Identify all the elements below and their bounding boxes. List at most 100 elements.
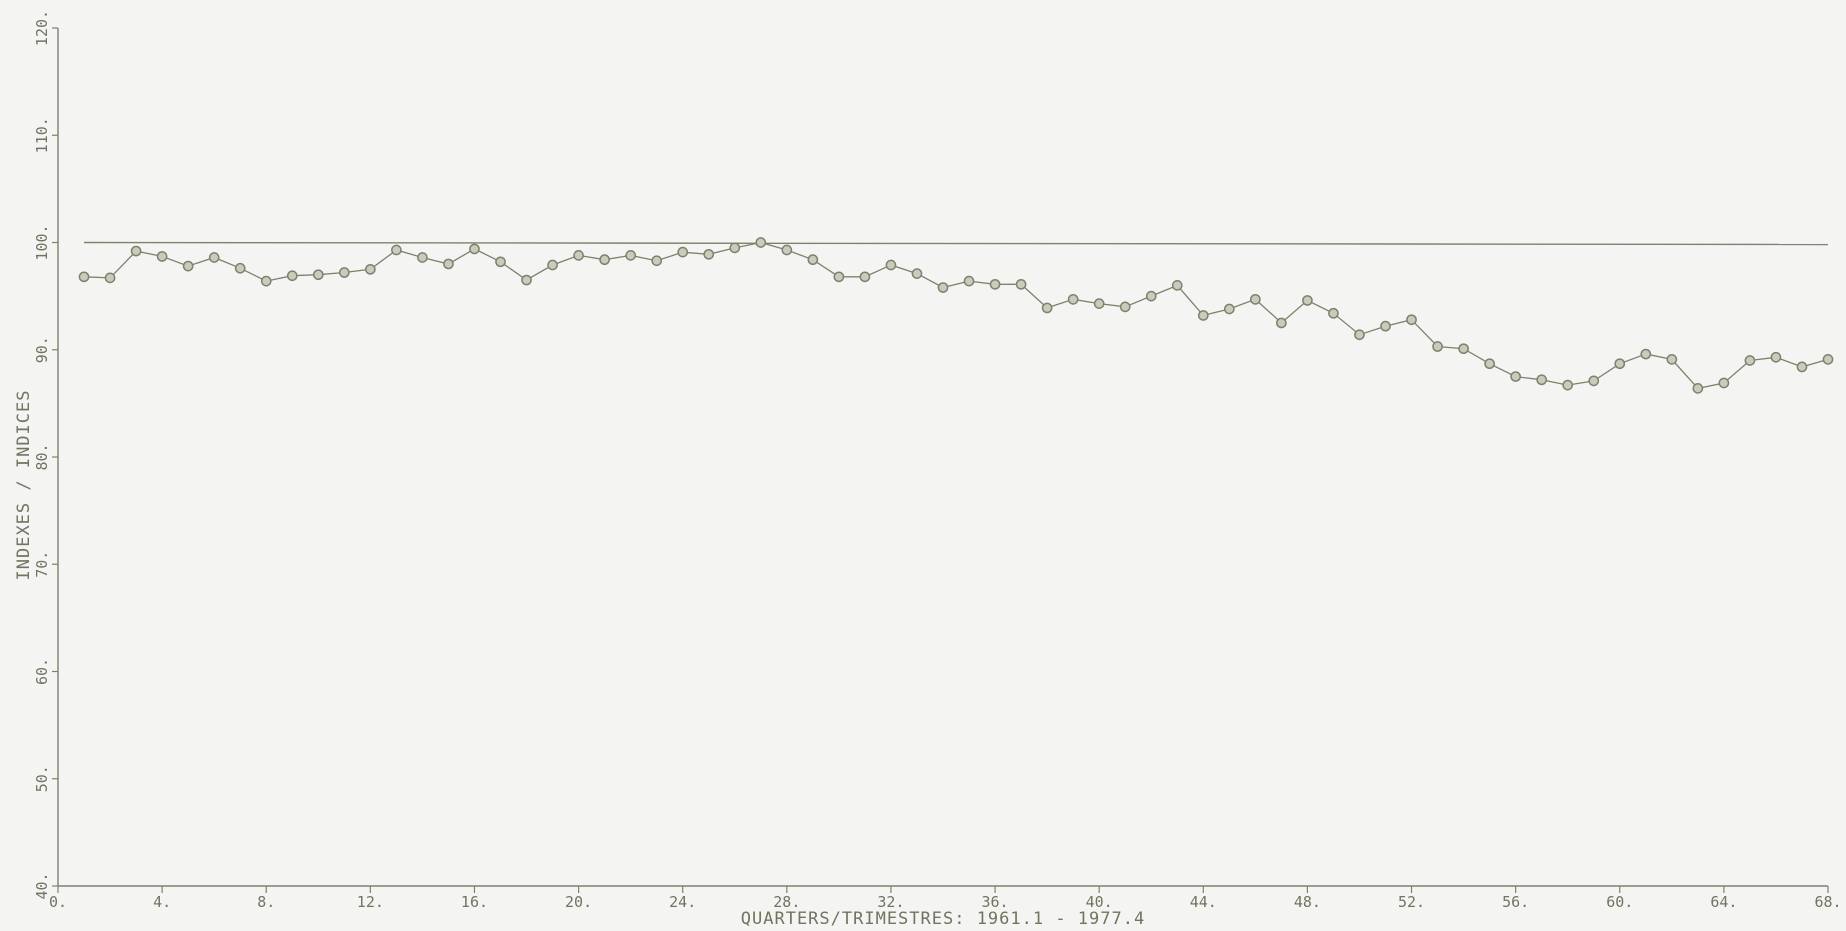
- data-point: [989, 278, 1001, 290]
- x-tick-label: 60.: [1606, 893, 1633, 911]
- x-tick-label: 68.: [1814, 893, 1841, 911]
- x-tick-label: 44.: [1190, 893, 1217, 911]
- x-axis-title: QUARTERS/TRIMESTRES: 1961.1 - 1977.4: [741, 909, 1145, 929]
- x-tick-label: 28.: [773, 893, 800, 911]
- data-point: [833, 271, 845, 283]
- data-point: [781, 244, 793, 256]
- y-tick-label: 60.: [33, 658, 51, 685]
- data-point: [260, 275, 272, 287]
- data-point: [1145, 290, 1157, 302]
- data-point: [182, 260, 194, 272]
- x-tick-label: 64.: [1710, 893, 1737, 911]
- data-point: [1223, 303, 1235, 315]
- data-point: [443, 258, 454, 270]
- axes: [52, 27, 1829, 893]
- data-point: [1406, 314, 1417, 326]
- data-point: [1458, 343, 1469, 355]
- data-point: [1510, 371, 1521, 382]
- data-point: [104, 272, 116, 284]
- data-point: [1380, 320, 1391, 332]
- data-point: [651, 255, 663, 267]
- data-point: [1354, 329, 1365, 341]
- data-point: [1041, 302, 1053, 314]
- data-point: [1119, 301, 1131, 313]
- reference-line: [84, 241, 1829, 246]
- data-point: [755, 237, 767, 248]
- data-point: [1588, 375, 1600, 387]
- x-tick-label: 8.: [257, 893, 275, 911]
- x-tick-label: 36.: [982, 893, 1009, 911]
- data-point: [1822, 354, 1834, 365]
- y-axis-title: INDEXES / INDICES: [14, 390, 34, 581]
- data-point: [1276, 317, 1287, 329]
- data-point: [1093, 298, 1105, 309]
- y-tick-label: 80.: [33, 443, 51, 470]
- x-tick-label: 0.: [49, 893, 67, 911]
- data-point: [911, 268, 923, 279]
- data-point: [1015, 278, 1027, 290]
- data-point: [1171, 280, 1183, 291]
- data-point: [286, 270, 298, 282]
- data-point: [963, 275, 975, 287]
- data-point: [521, 274, 532, 286]
- x-tick-label: 4.: [153, 893, 171, 911]
- data-point: [338, 267, 350, 278]
- reference-line-layer: [84, 241, 1829, 246]
- data-point: [859, 271, 871, 283]
- x-tick-label: 20.: [565, 893, 592, 911]
- data-point: [495, 256, 506, 268]
- x-tick-label: 12.: [357, 893, 384, 911]
- data-point: [78, 271, 90, 283]
- y-tick-label: 40.: [33, 872, 51, 899]
- data-point: [1484, 358, 1495, 370]
- data-point: [1640, 348, 1652, 360]
- data-point: [130, 245, 142, 257]
- x-tick-label: 56.: [1502, 893, 1529, 911]
- data-point: [677, 246, 689, 258]
- data-point: [1562, 379, 1574, 391]
- x-tick-label: 16.: [461, 893, 488, 911]
- data-point: [365, 263, 376, 275]
- data-point: [703, 248, 715, 260]
- data-point: [1250, 293, 1261, 305]
- data-point: [1432, 341, 1443, 352]
- y-tick-label: 120.: [33, 10, 51, 46]
- data-point: [1666, 354, 1678, 365]
- data-point: [937, 282, 949, 293]
- data-point: [573, 250, 584, 261]
- data-point: [807, 254, 819, 266]
- y-tick-label: 110.: [33, 117, 51, 153]
- data-point: [156, 251, 168, 262]
- data-point: [885, 259, 897, 271]
- series-layer: [78, 237, 1834, 394]
- y-tick-label: 70.: [33, 551, 51, 578]
- x-tick-label: 48.: [1294, 893, 1321, 911]
- data-point: [1536, 374, 1548, 386]
- data-point: [599, 254, 610, 266]
- x-tick-label: 52.: [1398, 893, 1425, 911]
- data-point: [625, 250, 636, 261]
- data-point: [1614, 358, 1626, 370]
- data-point: [1692, 383, 1704, 394]
- data-point: [1067, 293, 1079, 305]
- data-point: [312, 269, 324, 281]
- data-point: [547, 259, 558, 271]
- y-tick-label: 50.: [33, 765, 51, 792]
- x-tick-label: 32.: [877, 893, 904, 911]
- data-point: [1796, 361, 1808, 373]
- x-tick-label: 24.: [669, 893, 696, 911]
- data-point: [417, 252, 428, 263]
- data-point: [234, 262, 246, 274]
- data-point: [1718, 377, 1730, 389]
- data-point: [208, 252, 220, 263]
- series-line: [83, 241, 1829, 390]
- data-point: [1744, 355, 1756, 366]
- x-tick-label: 40.: [1086, 893, 1113, 911]
- data-point: [391, 244, 402, 256]
- data-point: [729, 242, 741, 254]
- data-point: [1328, 307, 1339, 319]
- data-point: [469, 243, 480, 255]
- data-point: [1770, 351, 1782, 363]
